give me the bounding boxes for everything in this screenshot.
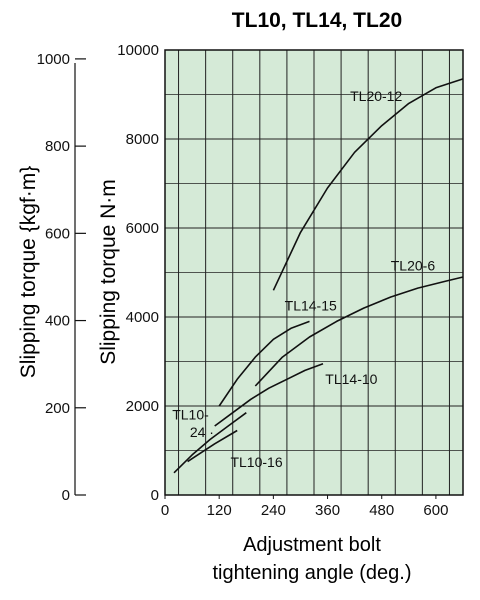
- series-label: TL10-: [172, 406, 209, 422]
- y-tick-label: 0: [151, 487, 159, 504]
- chart-title: TL10, TL14, TL20: [232, 9, 402, 32]
- grid: [165, 50, 463, 495]
- x-tick-label: 120: [207, 502, 232, 519]
- x-tick-label: 480: [369, 502, 394, 519]
- x-tick-label: 600: [423, 502, 448, 519]
- series-labels: TL20-12 TL20-6 TL14-15 TL14-10 TL10- 24 · TL10…: [172, 88, 435, 470]
- plot-frame: [164, 49, 464, 496]
- series-line-tl14-15: [218, 320, 310, 407]
- secondary-y-axis-title: Slipping torque {kgf·m}: [17, 166, 40, 378]
- y-tick-label: 6000: [126, 220, 159, 237]
- series-line-tl10-16: [187, 429, 238, 463]
- x-axis-title-line2: tightening angle (deg.): [212, 562, 411, 584]
- series-label: TL14-15: [285, 297, 337, 313]
- y-tick-label: 10000: [117, 42, 159, 59]
- y-axis: 0 2000 4000 6000 8000 10000: [117, 42, 159, 504]
- x-tick-label: 360: [315, 502, 340, 519]
- secondary-tick-label: 600: [45, 225, 70, 242]
- secondary-y-axis: 0 200 400 600 800 1000: [37, 51, 86, 504]
- secondary-tick-label: 1000: [37, 51, 70, 68]
- secondary-tick-label: 0: [62, 487, 70, 504]
- y-axis-title: Slipping torque N·m: [97, 179, 120, 365]
- series-line-tl14-10: [214, 362, 324, 427]
- series-line-tl20-6: [254, 276, 464, 387]
- x-axis: 0 120 240 360 480 600: [161, 495, 448, 519]
- series-line-tl10-24: [173, 412, 247, 474]
- series-label: 24 ·: [190, 424, 214, 440]
- x-tick-label: 0: [161, 502, 169, 519]
- series-label: TL20-12: [350, 88, 402, 104]
- series-line-tl20-12: [272, 78, 464, 291]
- x-tick-label: 240: [261, 502, 286, 519]
- secondary-tick-label: 200: [45, 400, 70, 417]
- y-tick-label: 2000: [126, 398, 159, 415]
- series-label: TL10-16: [230, 454, 282, 470]
- secondary-tick-label: 400: [45, 313, 70, 330]
- x-axis-title-line1: Adjustment bolt: [243, 534, 381, 556]
- y-tick-label: 4000: [126, 309, 159, 326]
- series-label: TL20-6: [391, 257, 436, 273]
- series-label: TL14-10: [325, 371, 377, 387]
- y-tick-label: 8000: [126, 131, 159, 148]
- series-group: [173, 78, 464, 474]
- secondary-tick-label: 800: [45, 138, 70, 155]
